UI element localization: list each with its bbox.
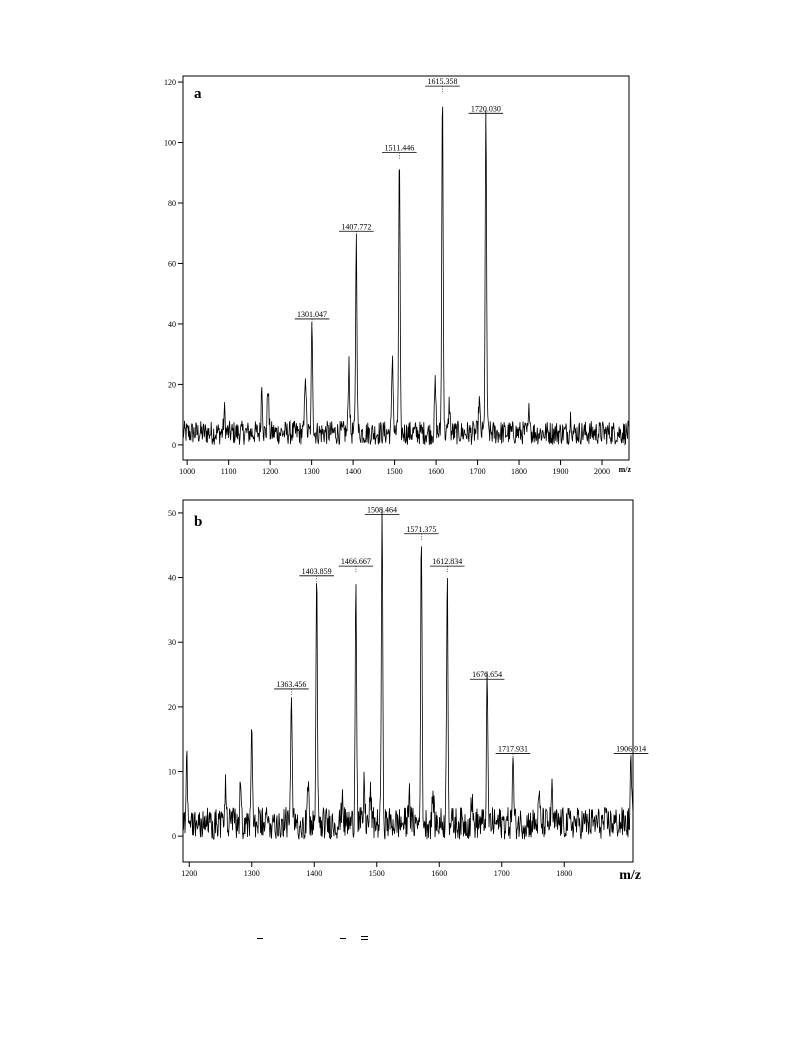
underline-artifact [361, 936, 368, 937]
x-tick-label: 1300 [304, 467, 320, 476]
y-tick-label: 50 [168, 509, 176, 518]
x-tick-label: 1700 [494, 869, 510, 878]
x-ticks: 1200 1300 1400 1500 1600 1700 1800 [181, 862, 572, 878]
y-ticks: 0 10 20 30 40 50 [168, 509, 183, 841]
x-tick-label: 1100 [221, 467, 237, 476]
x-tick-label: 1500 [387, 467, 403, 476]
underline-artifact [340, 938, 346, 939]
x-tick-label: 1400 [345, 467, 361, 476]
peak-labels: 1363.456 1403.859 1466.667 1508.464 1571.375… [274, 505, 649, 761]
spectrum-trace [182, 508, 634, 840]
x-tick-label: 1800 [511, 467, 527, 476]
x-tick-label: 1500 [369, 869, 385, 878]
x-tick-label: 1200 [262, 467, 278, 476]
plot-frame [182, 499, 634, 863]
y-tick-label: 10 [168, 768, 176, 777]
x-tick-label: 1200 [181, 869, 197, 878]
x-tick-label: 1900 [553, 467, 569, 476]
x-tick-label: 1300 [244, 869, 260, 878]
y-tick-label: 20 [168, 380, 176, 389]
x-tick-label: 1400 [306, 869, 322, 878]
chart-a: a m/z 0 20 40 60 80 100 120 1000 1100 1200 1300 14… [164, 75, 632, 476]
y-tick-label: 20 [168, 703, 176, 712]
peak-label: 1403.859 [302, 567, 332, 576]
y-tick-label: 30 [168, 638, 176, 647]
y-tick-label: 100 [164, 139, 176, 148]
peak-label: 1571.375 [406, 525, 436, 534]
peak-label: 1407.772 [341, 222, 371, 231]
peak-label: 1615.358 [427, 77, 457, 86]
peak-label: 1720.030 [471, 104, 501, 113]
peak-label: 1363.456 [276, 680, 306, 689]
y-tick-label: 40 [168, 574, 176, 583]
peak-label: 1511.446 [384, 144, 414, 153]
x-tick-label: 2000 [594, 467, 610, 476]
y-tick-label: 80 [168, 199, 176, 208]
peak-label: 1906.914 [616, 745, 646, 754]
y-tick-label: 40 [168, 320, 176, 329]
peak-labels: 1301.047 1407.772 1511.446 1615.358 1720.030 [294, 77, 504, 326]
x-tick-label: 1600 [428, 467, 444, 476]
x-axis-label: m/z [619, 465, 632, 474]
y-tick-label: 60 [168, 259, 176, 268]
x-tick-label: 1800 [556, 869, 572, 878]
x-axis-label: m/z [619, 868, 641, 883]
peak-label: 1466.667 [341, 557, 371, 566]
y-tick-label: 120 [164, 78, 176, 87]
panel-label: a [194, 86, 202, 102]
chart-b: b m/z 0 10 20 30 40 50 1200 1300 1400 1500 1600 17… [168, 499, 649, 883]
underline-artifact [257, 938, 263, 939]
peak-label: 1717.931 [498, 745, 528, 754]
x-tick-label: 1000 [179, 467, 195, 476]
y-tick-label: 0 [172, 832, 176, 841]
x-tick-label: 1600 [431, 869, 447, 878]
spectrum-trace [182, 106, 630, 446]
peak-label: 1676.654 [472, 670, 502, 679]
peak-label: 1612.834 [432, 557, 462, 566]
panel-label: b [194, 514, 202, 530]
y-tick-label: 0 [172, 441, 176, 450]
peak-label: 1508.464 [367, 505, 397, 514]
x-tick-label: 1700 [470, 467, 486, 476]
plot-frame [182, 75, 630, 461]
peak-label: 1301.047 [297, 310, 327, 319]
x-ticks: 1000 1100 1200 1300 1400 1500 1600 1700 1800 1900… [179, 460, 610, 476]
underline-artifact [361, 939, 368, 940]
y-ticks: 0 20 40 60 80 100 120 [164, 78, 183, 450]
